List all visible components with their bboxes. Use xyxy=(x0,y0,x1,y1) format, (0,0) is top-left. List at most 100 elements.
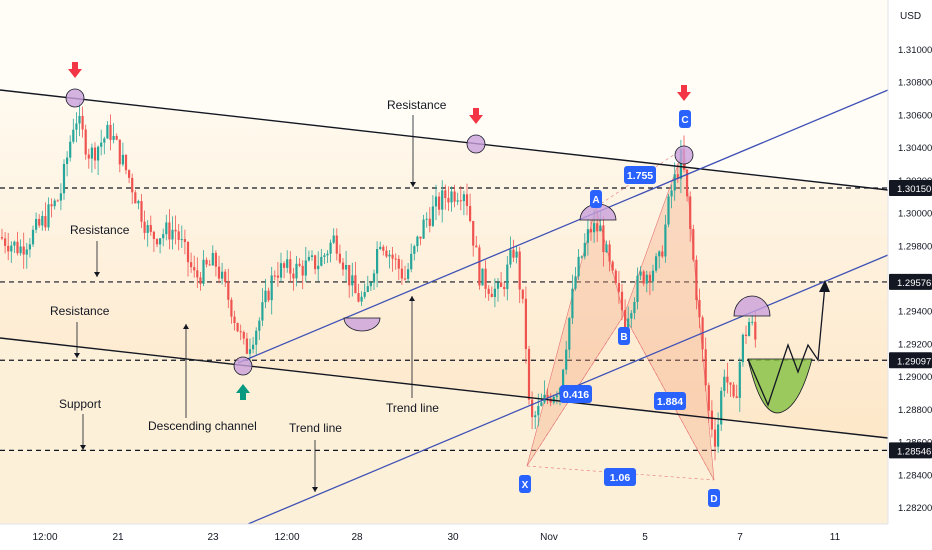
candle xyxy=(472,220,475,257)
projection-arrowhead xyxy=(819,280,830,292)
ratio-label[interactable]: 1.06 xyxy=(604,468,636,486)
candle xyxy=(239,324,242,341)
channel-fill-lower xyxy=(0,338,888,524)
candle xyxy=(673,162,676,201)
resistance-label[interactable]: Resistance xyxy=(70,223,130,237)
candle xyxy=(689,191,692,242)
resistance-label[interactable]: Resistance xyxy=(387,98,447,112)
candle xyxy=(493,278,496,308)
highlight-semicircle[interactable] xyxy=(343,317,381,332)
candle xyxy=(376,241,379,288)
ratio-label[interactable]: 0.416 xyxy=(560,385,592,403)
candle xyxy=(183,229,186,255)
currency-label: USD xyxy=(900,11,921,22)
candle xyxy=(276,262,279,287)
highlight-circle[interactable] xyxy=(674,145,694,165)
x-tick-label: Nov xyxy=(540,532,558,543)
highlight-circle[interactable] xyxy=(233,356,253,376)
candle xyxy=(388,250,391,269)
candle xyxy=(227,268,230,309)
candle xyxy=(264,278,267,309)
candle xyxy=(642,269,645,287)
trend-line-label[interactable]: Trend line xyxy=(386,401,439,415)
candle xyxy=(630,310,633,328)
candle xyxy=(490,286,493,298)
candle xyxy=(403,265,407,281)
candle xyxy=(655,253,658,273)
candle xyxy=(574,267,577,291)
candle xyxy=(84,124,87,160)
candle xyxy=(422,214,425,240)
candle xyxy=(400,259,403,285)
label-pointer-head xyxy=(183,324,189,329)
projection-path[interactable] xyxy=(747,284,826,407)
candle xyxy=(555,391,558,405)
pattern-point-d[interactable]: D xyxy=(708,489,720,507)
x-tick-label: 11 xyxy=(830,532,841,543)
trend-line-upper[interactable] xyxy=(237,89,889,364)
resistance-label[interactable]: Resistance xyxy=(50,304,110,318)
candle xyxy=(236,322,239,333)
candle xyxy=(13,240,16,253)
svg-text:A: A xyxy=(592,195,599,206)
candle xyxy=(397,255,400,281)
candle xyxy=(369,280,372,291)
candle xyxy=(25,242,28,269)
candle xyxy=(441,180,444,223)
candle xyxy=(162,228,165,247)
candle xyxy=(295,255,298,287)
trend-line-label[interactable]: Trend line xyxy=(289,421,342,435)
candle xyxy=(59,183,62,211)
candle xyxy=(202,250,205,287)
y-tick-label: 1.30400 xyxy=(898,143,932,154)
candle xyxy=(506,255,509,301)
channel-lower-line[interactable] xyxy=(0,337,889,439)
svg-text:1.29097: 1.29097 xyxy=(897,356,931,367)
candle xyxy=(534,410,537,430)
pattern-point-x[interactable]: X xyxy=(519,475,531,493)
candle xyxy=(72,118,75,144)
candle xyxy=(208,259,211,266)
svg-text:1.755: 1.755 xyxy=(627,170,653,182)
candle xyxy=(524,286,527,364)
candle xyxy=(478,244,481,290)
highlight-circle[interactable] xyxy=(65,88,85,108)
candle xyxy=(152,230,155,253)
pattern-point-a[interactable]: A xyxy=(590,190,602,208)
highlight-semicircle[interactable] xyxy=(733,295,771,317)
projection-bowl[interactable] xyxy=(747,358,813,414)
descending-channel-label[interactable]: Descending channel xyxy=(148,419,257,433)
ratio-label[interactable]: 1.755 xyxy=(624,166,656,184)
candle xyxy=(190,252,193,273)
candle xyxy=(707,382,710,423)
candle xyxy=(165,214,168,241)
candle xyxy=(112,123,115,144)
highlight-circle[interactable] xyxy=(466,134,486,154)
up-arrow-icon xyxy=(236,384,250,400)
candle xyxy=(261,288,264,327)
candle xyxy=(527,345,531,405)
candle xyxy=(571,274,574,325)
price-axis[interactable] xyxy=(888,0,932,524)
svg-text:0.416: 0.416 xyxy=(563,389,589,401)
svg-text:X: X xyxy=(522,480,529,491)
channel-upper-line[interactable] xyxy=(0,89,889,191)
candle xyxy=(611,260,614,274)
pattern-point-c[interactable]: C xyxy=(679,110,691,128)
candle xyxy=(577,249,580,280)
candle xyxy=(428,207,431,233)
candle xyxy=(217,255,221,284)
candle xyxy=(53,198,56,210)
candle xyxy=(379,241,382,251)
support-label[interactable]: Support xyxy=(59,397,102,411)
candle xyxy=(583,233,586,260)
y-tick-label: 1.29200 xyxy=(898,339,932,350)
candle xyxy=(66,151,69,177)
ratio-label[interactable]: 1.884 xyxy=(654,392,686,410)
candle xyxy=(568,317,571,359)
channel-fill-outer xyxy=(0,0,888,190)
candle xyxy=(109,114,112,151)
time-axis[interactable] xyxy=(0,524,888,550)
candle xyxy=(196,257,199,289)
pattern-point-b[interactable]: B xyxy=(618,327,630,345)
